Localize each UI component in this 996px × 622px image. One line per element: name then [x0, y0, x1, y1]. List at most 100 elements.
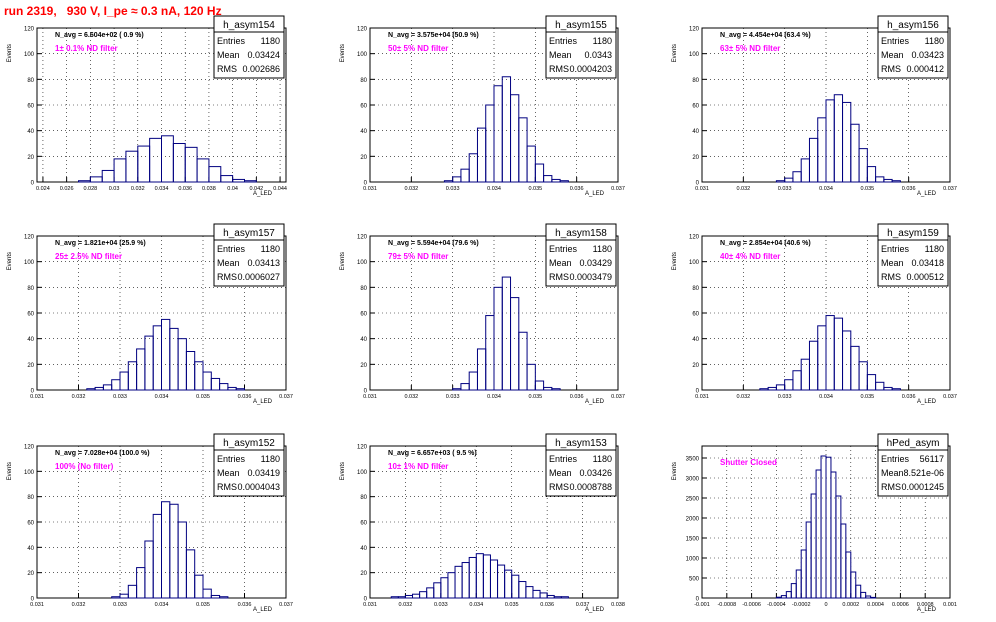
y-tick-label: 60 [360, 312, 367, 318]
y-tick-label: 80 [360, 286, 367, 292]
histogram-bar [501, 276, 512, 391]
filter-label: 79± 5% ND filter [388, 252, 448, 261]
stats-key-mean: Mean [881, 468, 904, 478]
x-tick-label: 0.0008 [917, 602, 934, 608]
histogram-panel-h_asym155: 0 20 40 60 80 100 120 0.031 0.032 0.033 0.034 0.035… [340, 15, 625, 197]
stats-value-mean: 0.03418 [911, 258, 944, 268]
histogram-bar [210, 377, 221, 391]
histogram-panel-h_asym153: 0 20 40 60 80 100 120 0.031 0.032 0.033 0.034 0.035… [340, 433, 625, 613]
x-axis-label: A_LED [917, 607, 937, 613]
x-tick-label: 0.033 [113, 394, 127, 400]
histogram-bar [412, 593, 421, 599]
histogram-bar [497, 564, 506, 599]
histogram-bar [775, 596, 782, 599]
filter-label: 10± 1% ND filter [388, 462, 448, 471]
histogram-bar [454, 565, 463, 599]
histogram-bar [875, 381, 885, 391]
x-tick-label: 0.037 [611, 186, 625, 192]
y-tick-label: 0 [31, 389, 35, 395]
histogram-bar [161, 318, 171, 391]
y-tick-label: 80 [27, 78, 34, 84]
y-tick-label: 120 [689, 27, 700, 33]
histogram-bar [543, 175, 553, 183]
x-tick-label: -0.0002 [792, 602, 811, 608]
stats-value-entries: 1180 [593, 454, 612, 464]
y-tick-label: 20 [360, 363, 367, 369]
histogram-bar [460, 383, 470, 391]
histogram-bar [808, 340, 819, 391]
x-tick-label: 0.032 [404, 186, 418, 192]
x-tick-label: 0.032 [131, 186, 145, 192]
y-tick-label: 40 [692, 337, 699, 343]
histogram-bar [461, 562, 470, 599]
histogram-bar [144, 540, 154, 599]
x-tick-label: 0.033 [113, 602, 127, 608]
histogram-bar [820, 455, 827, 599]
histogram-bar [805, 521, 812, 599]
histogram-bar [559, 180, 569, 183]
filter-label: Shutter Closed [720, 458, 777, 467]
stats-title: h_asym155 [555, 20, 607, 31]
stats-key-rms: RMS [549, 482, 569, 492]
stats-key-rms: RMS [217, 272, 237, 282]
y-tick-label: 120 [24, 27, 35, 33]
stats-value-rms: 0.0003479 [569, 272, 612, 282]
x-tick-label: 0.032 [72, 602, 86, 608]
stats-key-rms: RMS [881, 272, 901, 282]
stats-key-mean: Mean [217, 258, 240, 268]
y-axis-label: Events [7, 252, 13, 270]
stats-key-entries: Entries [217, 36, 246, 46]
y-axis-label: Events [7, 462, 13, 480]
x-tick-label: 0.032 [72, 394, 86, 400]
y-tick-label: 40 [360, 546, 367, 552]
stats-key-rms: RMS [549, 64, 569, 74]
y-tick-label: 40 [692, 129, 699, 135]
histogram-bar [404, 594, 414, 599]
histogram-bar [759, 388, 769, 391]
histogram-bar [419, 591, 428, 599]
histogram-bar [546, 594, 555, 599]
histogram-bar [810, 493, 817, 599]
n-avg-label: N_avg = 2.854e+04 (40.6 %) [720, 240, 811, 247]
y-tick-label: 100 [24, 260, 35, 266]
x-tick-label: 0.031 [363, 394, 377, 400]
histogram-bar [534, 380, 545, 391]
x-axis-label: A_LED [585, 191, 605, 197]
histogram-bar [452, 388, 462, 391]
stats-key-mean: Mean [217, 50, 240, 60]
histogram-bar [835, 495, 842, 599]
stats-key-rms: RMS [881, 482, 901, 492]
histogram-bar [152, 325, 162, 391]
histogram-bar [86, 388, 96, 391]
y-axis-label: Events [340, 252, 346, 270]
stats-key-entries: Entries [217, 244, 246, 254]
x-tick-label: 0.026 [60, 186, 74, 192]
histogram-bar [102, 384, 113, 391]
histogram-bar [510, 297, 520, 391]
y-tick-label: 2500 [686, 497, 700, 503]
y-tick-label: 20 [692, 155, 699, 161]
x-tick-label: 0.036 [570, 186, 584, 192]
histogram-bar [185, 549, 196, 599]
histogram-bar [127, 361, 138, 391]
histogram-bar [169, 327, 179, 391]
y-tick-label: 60 [692, 104, 699, 110]
histogram-bar [795, 569, 802, 599]
histogram-bar [775, 384, 786, 391]
histogram-bar [194, 574, 204, 599]
stats-value-entries: 1180 [261, 244, 280, 254]
y-axis-label: Events [672, 44, 678, 62]
histogram-bar [510, 94, 520, 183]
histogram-bar [518, 581, 527, 599]
histogram-bar [875, 176, 885, 183]
x-tick-label: 0.001 [943, 602, 957, 608]
y-axis-label: Events [672, 462, 678, 480]
histogram-bar [125, 150, 139, 183]
histogram-bar [501, 76, 512, 183]
histogram-panel-h_asym157: 0 20 40 60 80 100 120 0.031 0.032 0.033 0.034 0.035… [7, 223, 293, 405]
y-tick-label: 100 [689, 52, 700, 58]
histogram-bar [825, 99, 835, 183]
histogram-bar [792, 370, 802, 391]
histogram-bar [244, 180, 257, 183]
histogram-bar [790, 583, 797, 599]
